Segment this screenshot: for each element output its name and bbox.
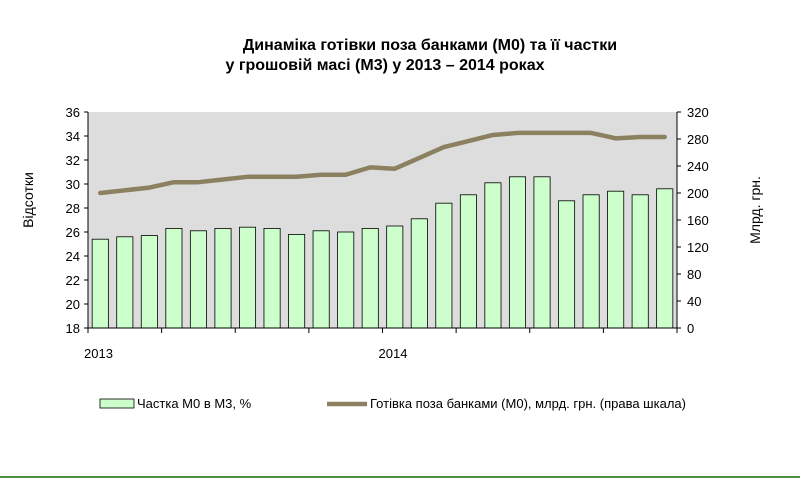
right-tick-label: 0 xyxy=(687,321,694,336)
right-tick-label: 240 xyxy=(687,159,709,174)
right-tick-label: 80 xyxy=(687,267,701,282)
bar-m0-share-4 xyxy=(165,227,183,329)
right-tick-label: 120 xyxy=(687,240,709,255)
bar-m0-share-23 xyxy=(631,194,649,329)
bar-m0-share-19 xyxy=(533,176,551,329)
bar-m0-share-12 xyxy=(361,227,379,329)
right-tick-label: 160 xyxy=(687,213,709,228)
bar-m0-share-2 xyxy=(116,236,134,329)
bar-series-group xyxy=(91,176,674,329)
legend-line-label: Готівка поза банками (М0), млрд. грн. (п… xyxy=(370,396,686,411)
x-axis-ticks: 2013 2014 xyxy=(84,328,678,361)
left-tick-label: 20 xyxy=(66,297,80,312)
bar-m0-share-16 xyxy=(459,194,477,329)
x-year-label: 2014 xyxy=(379,346,408,361)
left-tick-label: 22 xyxy=(66,273,80,288)
bar-m0-share-1 xyxy=(91,238,109,329)
bar-m0-share-14 xyxy=(410,218,428,329)
bar-m0-share-5 xyxy=(189,230,207,329)
left-tick-label: 18 xyxy=(66,321,80,336)
chart-title-line2: у грошовій масі (М3) у 2013 – 2014 роках xyxy=(226,57,545,74)
line-series-m0 xyxy=(98,130,667,196)
right-tick-label: 200 xyxy=(687,186,709,201)
bar-m0-share-24 xyxy=(656,188,674,329)
left-tick-label: 34 xyxy=(66,129,80,144)
left-tick-label: 30 xyxy=(66,177,80,192)
bar-m0-share-9 xyxy=(288,233,306,329)
bar-m0-share-21 xyxy=(582,194,600,329)
left-tick-label: 32 xyxy=(66,153,80,168)
left-axis-ticks: 18 20 22 24 26 28 30 32 34 36 xyxy=(66,105,88,336)
left-tick-label: 36 xyxy=(66,105,80,120)
x-year-label: 2013 xyxy=(84,346,113,361)
bar-m0-share-22 xyxy=(607,190,625,329)
left-tick-label: 24 xyxy=(66,249,80,264)
bar-m0-share-18 xyxy=(508,176,526,329)
left-tick-label: 28 xyxy=(66,201,80,216)
bar-m0-share-3 xyxy=(140,235,158,329)
right-tick-label: 40 xyxy=(687,294,701,309)
y-axis-left-label: Відсотки xyxy=(20,172,36,228)
right-axis-ticks: 0 40 80 120 160 200 240 280 320 xyxy=(677,105,709,336)
bar-m0-share-20 xyxy=(558,200,576,329)
legend-bar-swatch xyxy=(99,398,135,409)
bar-m0-share-7 xyxy=(239,226,257,329)
right-tick-label: 280 xyxy=(687,132,709,147)
bar-m0-share-13 xyxy=(386,225,404,329)
bar-m0-share-11 xyxy=(337,231,355,329)
bar-m0-share-17 xyxy=(484,182,502,329)
right-tick-label: 320 xyxy=(687,105,709,120)
bar-m0-share-8 xyxy=(263,227,281,329)
left-tick-label: 26 xyxy=(66,225,80,240)
bar-m0-share-15 xyxy=(435,202,453,329)
legend: Частка М0 в М3, % Готівка поза банками (… xyxy=(99,396,686,411)
chart-title-line1: Динаміка готівки поза банками (М0) та її… xyxy=(243,37,617,54)
bar-m0-share-10 xyxy=(312,230,330,329)
footer-rule xyxy=(0,476,800,478)
plot-area xyxy=(88,112,677,328)
legend-bar-label: Частка М0 в М3, % xyxy=(137,396,252,411)
y-axis-right-label: Млрд. грн. xyxy=(747,176,763,244)
bar-m0-share-6 xyxy=(214,227,232,329)
